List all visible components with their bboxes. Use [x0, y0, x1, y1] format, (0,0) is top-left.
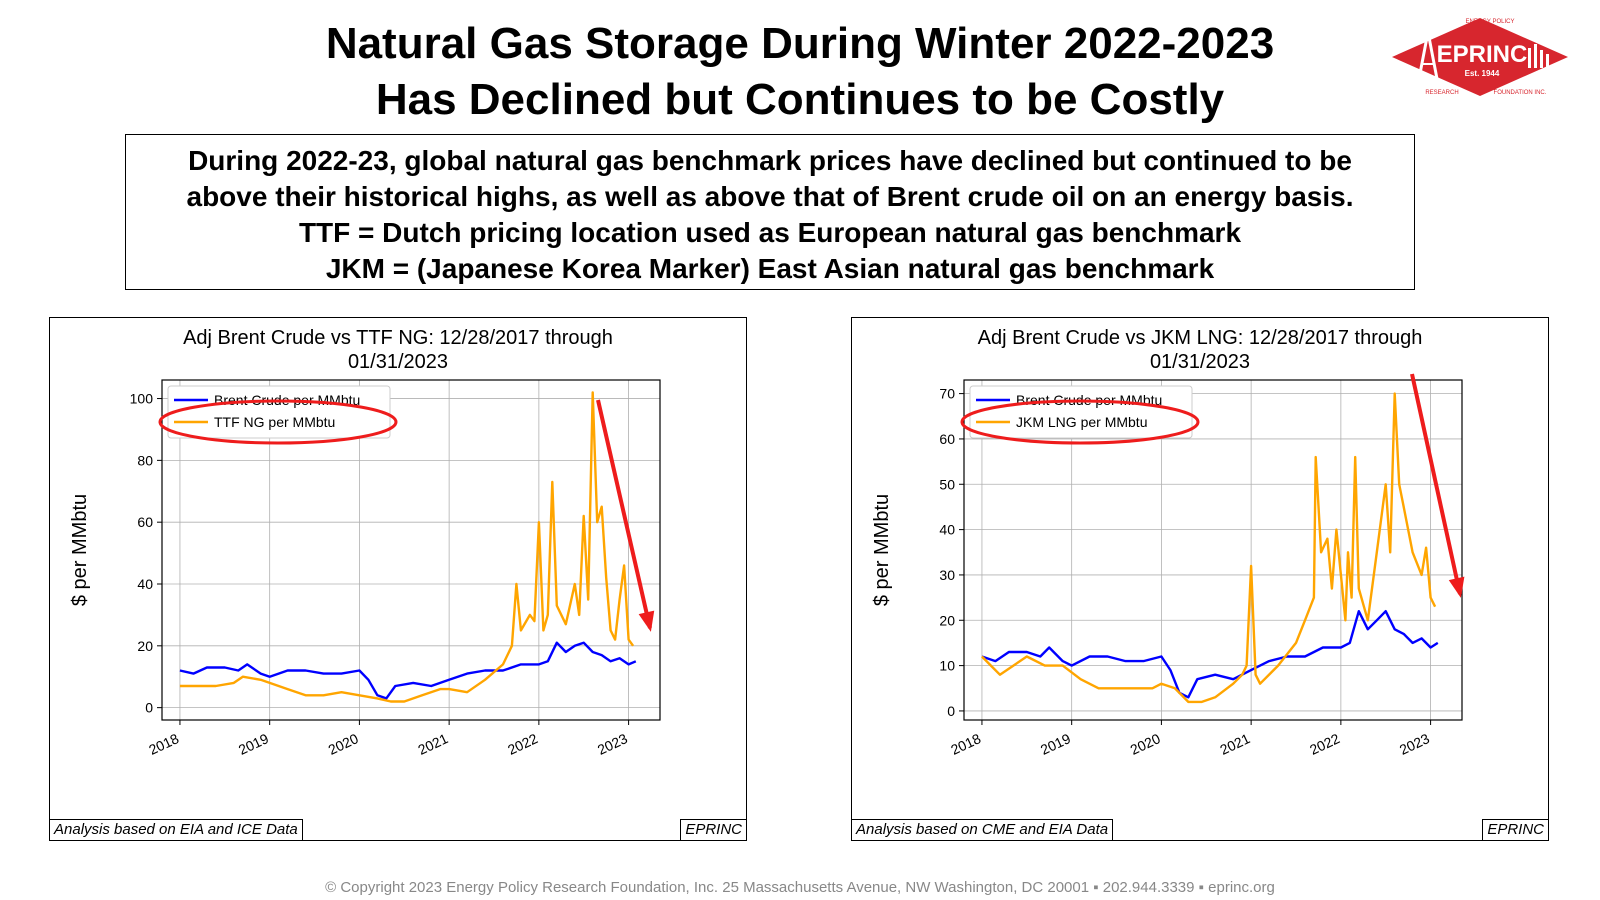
x-tick-label: 2019: [236, 730, 271, 758]
chart-title-line-2: 01/31/2023: [1150, 351, 1250, 373]
chart-panel-ttf: Adj Brent Crude vs TTF NG: 12/28/2017 th…: [49, 317, 747, 841]
x-tick-label: 2018: [948, 730, 983, 758]
chart-title-line-1: Adj Brent Crude vs JKM LNG: 12/28/2017 t…: [978, 327, 1423, 349]
plot-frame: [963, 379, 1463, 721]
bar-chart-icon: [1528, 44, 1549, 68]
series-gas-line: [179, 391, 635, 703]
series-gas-line: [981, 392, 1437, 704]
y-tick-label: 40: [939, 522, 955, 538]
logo-name: EPRINC: [1437, 41, 1528, 68]
y-tick-label: 20: [137, 638, 153, 654]
chart-panel-jkm: Adj Brent Crude vs JKM LNG: 12/28/2017 t…: [851, 317, 1549, 841]
y-tick-label: 60: [137, 514, 153, 530]
y-tick-label: 70: [939, 386, 955, 402]
legend-entry: TTF NG per MMbtu: [214, 414, 335, 430]
callout-line-2: above their historical highs, as well as…: [186, 181, 1354, 212]
derrick-icon: [1416, 31, 1440, 86]
eprinc-logo: EPRINC Est. 1944 ENERGY POLICY RESEARCH …: [1392, 18, 1568, 96]
y-tick-label: 80: [137, 452, 153, 468]
logo-arc-top: ENERGY POLICY: [1466, 19, 1515, 25]
y-tick-label: 60: [939, 431, 955, 447]
page-title-line-2: Has Declined but Continues to be Costly: [375, 75, 1225, 124]
down-arrow-icon: [638, 610, 655, 632]
y-tick-label: 40: [137, 576, 153, 592]
y-tick-label: 30: [939, 567, 955, 583]
brand-note: EPRINC: [1482, 819, 1548, 840]
x-tick-label: 2018: [146, 730, 181, 758]
highlight-ellipse: [960, 399, 1200, 445]
series-brent-line: [179, 641, 637, 700]
x-tick-label: 2021: [415, 730, 450, 758]
page-title-line-1: Natural Gas Storage During Winter 2022-2…: [325, 19, 1275, 68]
y-tick-label: 10: [939, 658, 955, 674]
legend-entry: JKM LNG per MMbtu: [1016, 414, 1147, 430]
x-tick-label: 2021: [1217, 730, 1252, 758]
down-arrow-icon: [1448, 576, 1465, 598]
y-tick-label: 100: [130, 391, 154, 407]
x-tick-label: 2020: [1128, 730, 1163, 758]
chart-title-line-2: 01/31/2023: [348, 351, 448, 373]
x-tick-label: 2023: [595, 730, 630, 758]
logo-arc-right: FOUNDATION INC.: [1494, 90, 1547, 96]
x-tick-label: 2022: [505, 730, 540, 758]
plot-frame: [161, 379, 661, 721]
source-note: Analysis based on EIA and ICE Data: [50, 819, 303, 840]
x-tick-label: 2023: [1397, 730, 1432, 758]
source-note: Analysis based on CME and EIA Data: [852, 819, 1114, 840]
chart-title-line-1: Adj Brent Crude vs TTF NG: 12/28/2017 th…: [183, 327, 613, 349]
y-tick-label: 0: [947, 703, 955, 719]
legend-box: [969, 385, 1193, 439]
callout-line-3: TTF = Dutch pricing location used as Eur…: [298, 217, 1242, 248]
x-tick-label: 2022: [1307, 730, 1342, 758]
legend-box: [167, 385, 391, 439]
summary-callout: During 2022-23, global natural gas bench…: [125, 134, 1415, 290]
trend-arrow-shaft: [596, 399, 652, 629]
logo-est: Est. 1944: [1465, 69, 1500, 78]
chart-ttf: Adj Brent Crude vs TTF NG: 12/28/2017 th…: [69, 327, 661, 758]
trend-arrow-shaft: [1410, 373, 1462, 595]
highlight-ellipse: [158, 399, 398, 445]
copyright-footer: © Copyright 2023 Energy Policy Research …: [325, 879, 1275, 896]
y-tick-label: 20: [939, 612, 955, 628]
page-title: Natural Gas Storage During Winter 2022-2…: [0, 16, 1600, 128]
callout-line-4: JKM = (Japanese Korea Marker) East Asian…: [325, 253, 1215, 284]
brand-note: EPRINC: [680, 819, 746, 840]
x-tick-label: 2020: [326, 730, 361, 758]
chart-jkm: Adj Brent Crude vs JKM LNG: 12/28/2017 t…: [871, 327, 1465, 758]
y-tick-label: 0: [145, 700, 153, 716]
x-tick-label: 2019: [1038, 730, 1073, 758]
y-axis-label: $ per MMbtu: [69, 494, 91, 606]
callout-line-1: During 2022-23, global natural gas bench…: [188, 145, 1352, 176]
y-tick-label: 50: [939, 476, 955, 492]
logo-arc-left: RESEARCH: [1425, 90, 1458, 96]
series-brent-line: [981, 610, 1439, 699]
y-axis-label: $ per MMbtu: [871, 494, 893, 606]
